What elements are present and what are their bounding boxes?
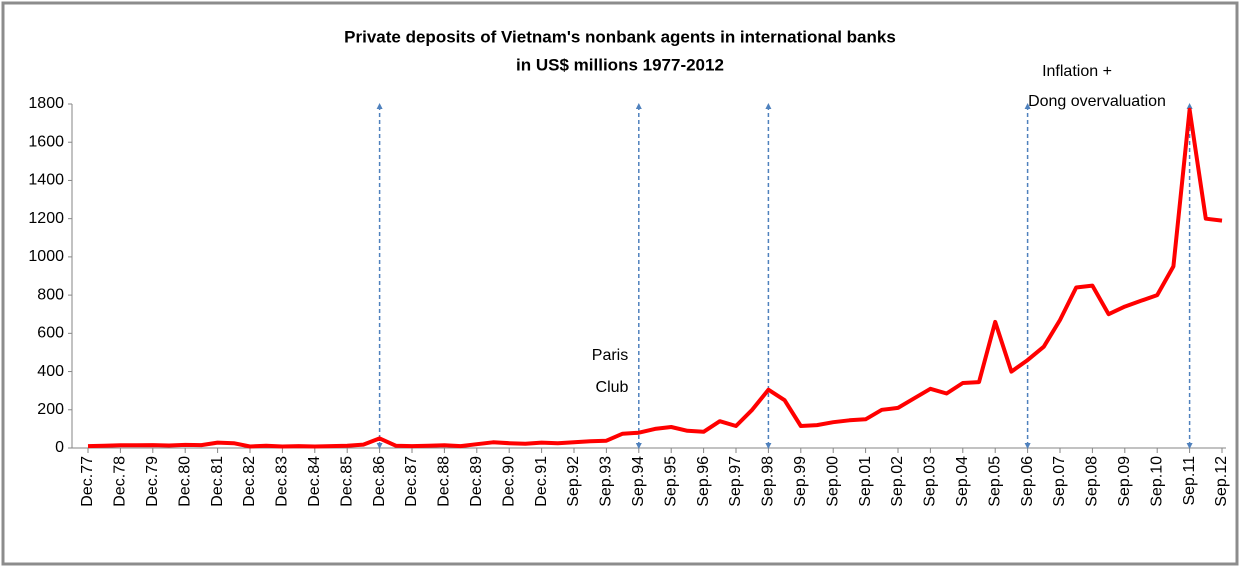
x-tick-label: Sep.09 xyxy=(1116,456,1133,507)
x-tick-label: Dec.77 xyxy=(79,456,96,507)
x-tick-label: Sep.12 xyxy=(1213,456,1230,507)
x-tick-label: Dec.83 xyxy=(274,456,291,507)
annotation: Club xyxy=(596,379,629,396)
annotation: Paris xyxy=(592,347,628,364)
x-tick-label: Sep.97 xyxy=(727,456,744,507)
y-tick-label: 800 xyxy=(37,286,64,303)
x-tick-label: Sep.98 xyxy=(760,456,777,507)
y-tick-label: 200 xyxy=(37,401,64,418)
x-tick-label: Sep.02 xyxy=(889,456,906,507)
x-tick-label: Dec.84 xyxy=(306,456,323,507)
x-tick-label: Dec.80 xyxy=(176,456,193,507)
x-tick-label: Dec.86 xyxy=(371,456,388,507)
x-tick-label: Sep.92 xyxy=(565,456,582,507)
y-tick-label: 400 xyxy=(37,363,64,380)
x-tick-label: Sep.99 xyxy=(792,456,809,507)
x-tick-label: Sep.01 xyxy=(857,456,874,507)
x-tick-label: Sep.06 xyxy=(1019,456,1036,507)
x-tick-label: Sep.05 xyxy=(986,456,1003,507)
y-tick-label: 1800 xyxy=(28,95,64,112)
x-tick-label: Dec.91 xyxy=(533,456,550,507)
x-tick-label: Dec.78 xyxy=(112,456,129,507)
annotation: Inflation + xyxy=(1042,63,1112,80)
x-tick-label: Dec.90 xyxy=(500,456,517,507)
x-tick-label: Dec.89 xyxy=(468,456,485,507)
y-tick-label: 1200 xyxy=(28,210,64,227)
x-tick-label: Sep.94 xyxy=(630,456,647,507)
y-tick-label: 600 xyxy=(37,325,64,342)
x-tick-label: Sep.96 xyxy=(695,456,712,507)
x-tick-label: Sep.07 xyxy=(1051,456,1068,507)
y-tick-label: 1400 xyxy=(28,172,64,189)
x-tick-label: Sep.93 xyxy=(598,456,615,507)
data-line xyxy=(87,107,1223,449)
y-tick-label: 1000 xyxy=(28,248,64,265)
x-tick-label: Sep.03 xyxy=(922,456,939,507)
x-tick-label: Dec.79 xyxy=(144,456,161,507)
chart-subtitle: in US$ millions 1977-2012 xyxy=(516,55,724,74)
x-tick-label: Dec.81 xyxy=(209,456,226,507)
y-tick-label: 0 xyxy=(55,439,64,456)
x-tick-label: Sep.08 xyxy=(1084,456,1101,507)
x-tick-label: Sep.04 xyxy=(954,456,971,507)
x-tick-label: Dec.87 xyxy=(403,456,420,507)
x-tick-label: Sep.11 xyxy=(1181,456,1198,506)
x-tick-label: Dec.88 xyxy=(436,456,453,507)
x-tick-label: Dec.82 xyxy=(241,456,258,507)
x-tick-label: Sep.00 xyxy=(824,456,841,507)
chart-title: Private deposits of Vietnam's nonbank ag… xyxy=(344,27,896,46)
x-tick-label: Sep.10 xyxy=(1148,456,1165,507)
y-tick-label: 1600 xyxy=(28,133,64,150)
annotation: Dong overvaluation xyxy=(1028,93,1166,110)
x-tick-label: Sep.95 xyxy=(662,456,679,507)
x-tick-label: Dec.85 xyxy=(338,456,355,507)
